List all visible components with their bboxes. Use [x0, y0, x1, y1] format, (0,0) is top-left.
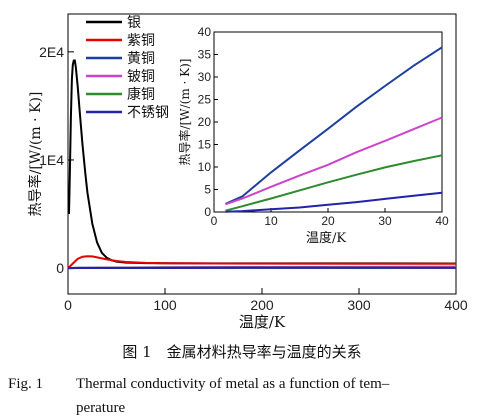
caption-figure-number: Fig. 1 [8, 376, 44, 392]
legend-label: 黄铜 [127, 50, 155, 67]
main-y-tick-label: 2E4 [39, 44, 64, 60]
inset-x-tick-label: 40 [435, 214, 449, 228]
caption-english-line2: perature [76, 400, 126, 416]
main-ticks [67, 51, 457, 294]
inset-y-axis-label: 热导率/[W/(m · K)] [177, 59, 192, 166]
main-x-tick-label: 0 [64, 297, 72, 313]
inset-y-tick-label: 20 [198, 115, 212, 129]
caption-english: Fig. 1 Thermal conductivity of metal as a… [8, 372, 478, 418]
inset-series-line [225, 154, 443, 212]
inset-x-axis-label: 温度/K [306, 230, 346, 246]
inset-y-tick-label: 0 [204, 205, 211, 219]
inset-y-tick-label: 30 [198, 70, 212, 84]
inset-plot-background [214, 30, 442, 214]
main-x-tick-label: 200 [250, 297, 274, 313]
caption-english-line1: Thermal conductivity of metal as a funct… [76, 376, 390, 392]
legend-label: 银 [127, 15, 141, 31]
inset-tick-labels: 0 10 20 30 40 0 5 10 15 20 25 30 35 40 [198, 25, 449, 228]
main-y-axis-label: 热导率/[W/(m · K)] [27, 92, 44, 217]
main-x-tick-label: 300 [347, 297, 371, 313]
main-y-tick-label: 0 [56, 260, 64, 276]
inset-x-tick-label: 10 [264, 214, 278, 228]
inset-series-line [225, 191, 443, 213]
main-x-axis-label: 温度/K [239, 313, 286, 331]
inset-series-lines [224, 46, 443, 213]
inset-series-line [225, 116, 443, 206]
main-x-tick-label: 400 [444, 297, 468, 313]
inset-y-tick-label: 35 [198, 48, 212, 62]
main-series-line [67, 255, 457, 269]
legend-label: 康铜 [127, 86, 155, 103]
inset-x-tick-label: 0 [211, 214, 218, 228]
inset-y-tick-label: 25 [198, 93, 212, 107]
inset-y-tick-label: 40 [198, 25, 212, 39]
inset-x-tick-label: 20 [321, 214, 335, 228]
main-series-lines [67, 59, 457, 270]
main-x-tick-label: 100 [153, 297, 177, 313]
main-y-tick-label: 1E4 [39, 152, 64, 168]
legend-label: 不锈钢 [127, 105, 169, 121]
inset-x-tick-label: 30 [378, 214, 392, 228]
legend-label: 紫铜 [127, 33, 155, 49]
caption-chinese: 图 1 金属材料热导率与温度的关系 [122, 343, 362, 361]
inset-y-tick-label: 10 [198, 160, 212, 174]
legend-label: 铍铜 [127, 69, 155, 85]
inset-ticks [213, 31, 443, 213]
inset-y-tick-label: 15 [198, 138, 212, 152]
inset-series-line [224, 46, 443, 205]
inset-y-tick-label: 5 [204, 183, 211, 197]
